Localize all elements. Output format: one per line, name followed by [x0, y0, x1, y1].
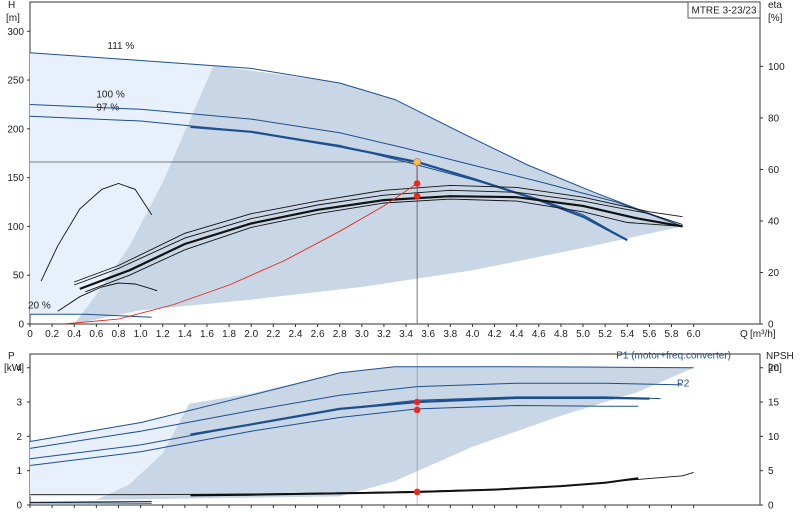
head-y-tick-label: 100 [7, 222, 24, 233]
q-tick-label: 3.0 [355, 329, 369, 340]
q-tick-label: 0.6 [89, 329, 103, 340]
q-tick-label: 0.2 [45, 329, 59, 340]
npsh-tick-label: 15 [768, 398, 780, 409]
npsh-axis-label: NPSH [766, 351, 794, 362]
duty-point [413, 192, 421, 200]
q-tick-label: 0.4 [67, 329, 81, 340]
operating-point [413, 158, 422, 166]
q-tick-label: 2.4 [289, 329, 303, 340]
power-curve [29, 366, 694, 442]
speed-label: 111 % [107, 41, 134, 52]
head-eta-tick-label: 80 [768, 113, 780, 124]
efficiency-curve [40, 183, 153, 282]
q-tick-label: 5.6 [642, 329, 656, 340]
q-tick-label: 5.4 [620, 329, 634, 340]
q-tick-label: 4.2 [488, 329, 502, 340]
system-curve [63, 162, 418, 325]
head-eta-tick-label: 0 [768, 320, 774, 331]
q-tick-label: 4.6 [532, 329, 546, 340]
q-tick-label: 2.6 [311, 329, 325, 340]
npsh-tick-label: 20 [768, 363, 780, 374]
power-y-tick-label: 3 [16, 398, 22, 409]
q-tick-label: 2.2 [266, 329, 280, 340]
power-duty-point [413, 406, 421, 414]
q-tick-label: 3.4 [399, 329, 413, 340]
q-axis-label: Q [740, 329, 748, 340]
head-eta-tick-label: 100 [768, 62, 785, 73]
q-tick-label: 4.8 [554, 329, 568, 340]
q-tick-label: 3.6 [421, 329, 435, 340]
q-tick-label: 1.2 [156, 329, 170, 340]
eta-axis-unit: [%] [768, 13, 783, 24]
npsh-tick-label: 0 [768, 501, 774, 512]
npsh-curve [190, 477, 639, 497]
model-label-box [687, 1, 761, 19]
q-tick-label: 3.8 [443, 329, 457, 340]
speed-label: 100 % [96, 90, 124, 101]
power-series-label: P1 (motor+freq.converter) [616, 350, 731, 361]
q-tick-label: 0 [27, 329, 33, 340]
npsh-curve [29, 501, 152, 503]
head-y-tick-label: 300 [7, 27, 24, 38]
duty-point [413, 180, 421, 187]
q-tick-label: 1.0 [134, 329, 148, 340]
npsh-axis-unit: [m] [768, 363, 782, 374]
head-y-tick-label: 0 [18, 320, 24, 331]
q-tick-label: 4.0 [465, 329, 479, 340]
q-tick-label: 2.0 [244, 329, 258, 340]
power-y-tick-label: 1 [16, 466, 22, 477]
speed-label: 20 % [28, 300, 51, 311]
head-y-tick-label: 250 [7, 76, 24, 87]
speed-label: 97 % [96, 102, 119, 113]
efficiency-curve [79, 195, 683, 290]
head-axis-unit: [m] [6, 13, 20, 24]
efficiency-curve [74, 184, 683, 283]
power-curve [29, 382, 683, 449]
q-tick-label: 5.8 [665, 329, 679, 340]
power-axis-unit: [kW] [4, 363, 24, 374]
q-tick-label: 4.4 [510, 329, 524, 340]
q-tick-label: 6.0 [687, 329, 701, 340]
q-tick-label: 1.6 [200, 329, 214, 340]
q-tick-label: 1.8 [222, 329, 236, 340]
power-y-tick-label: 2 [16, 432, 22, 443]
efficiency-curve [57, 282, 158, 312]
power-y-tick-label: 4 [16, 363, 22, 374]
q-tick-label: 0.8 [112, 329, 126, 340]
model-label: MTRE 3-23/23 [691, 6, 756, 17]
q-tick-label: 2.8 [333, 329, 347, 340]
power-series-label: P2 [677, 379, 690, 390]
power-duty-point [413, 488, 421, 496]
head-curve [29, 104, 683, 227]
power-axis-label: P [8, 351, 15, 362]
q-tick-label: 5.2 [598, 329, 612, 340]
head-eta-tick-label: 60 [768, 165, 780, 176]
power-curve [29, 404, 639, 466]
eta-axis-label: eta [768, 0, 782, 11]
head-curve [190, 125, 628, 242]
head-y-tick-label: 50 [13, 271, 25, 282]
q-tick-label: 3.2 [377, 329, 391, 340]
power-duty-point [413, 398, 421, 406]
q-tick-label: 1.4 [178, 329, 192, 340]
q-tick-label: 5.0 [576, 329, 590, 340]
npsh-tick-label: 10 [768, 432, 780, 443]
head-y-tick-label: 150 [7, 173, 24, 184]
q-axis-unit: [m³/h] [750, 329, 776, 340]
power-y-tick-label: 0 [16, 501, 22, 512]
head-y-tick-label: 200 [7, 124, 24, 135]
efficiency-curve [85, 198, 683, 293]
npsh-tick-label: 5 [768, 466, 774, 477]
head-eta-tick-label: 20 [768, 268, 780, 279]
head-eta-tick-label: 40 [768, 216, 780, 227]
efficiency-curve [74, 189, 683, 286]
head-axis-label: H [8, 0, 15, 11]
head-curve [29, 52, 683, 227]
power-operating-region [96, 366, 694, 500]
